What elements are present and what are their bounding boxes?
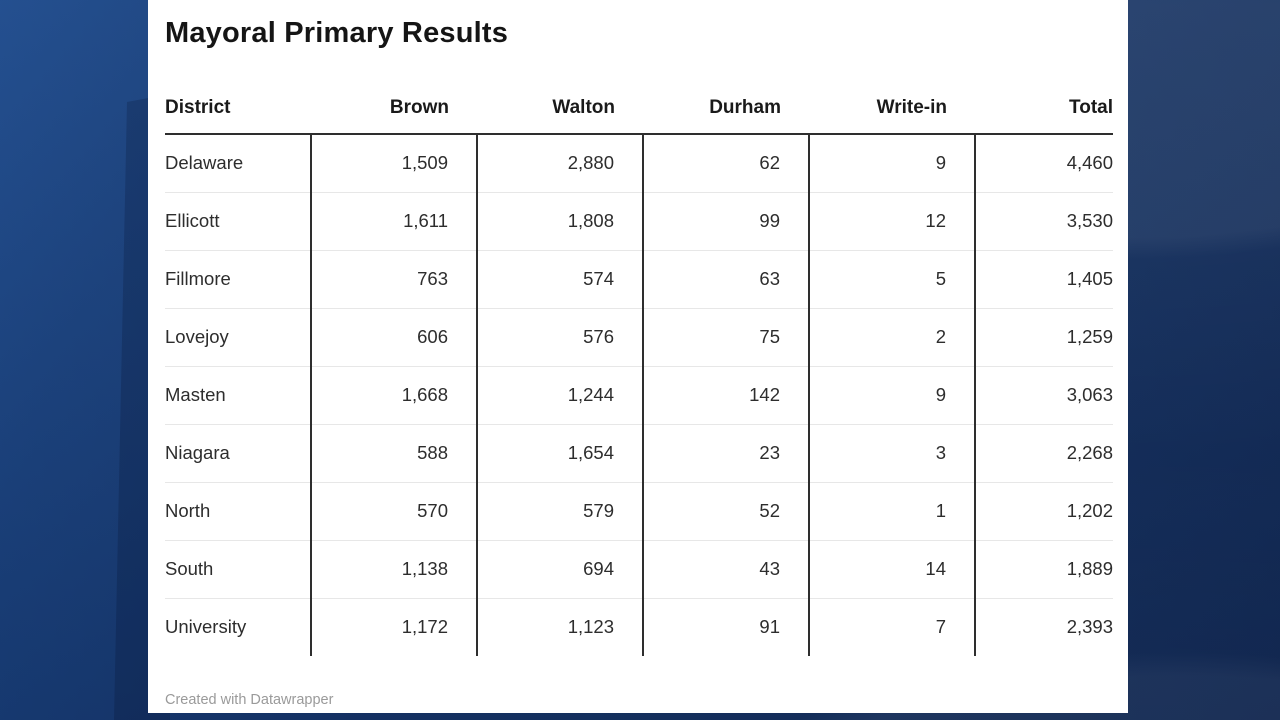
value-cell: 1,611 [310,191,477,251]
value-cell: 2 [808,307,975,367]
value-cell: 14 [808,539,975,599]
district-cell: Masten [165,365,311,425]
value-cell: 9 [808,133,975,193]
value-cell: 1,405 [974,249,1113,309]
value-cell: 142 [642,365,809,425]
attribution-text: Created with Datawrapper [165,691,334,708]
value-cell: 1,509 [310,133,477,193]
district-cell: Niagara [165,423,311,483]
value-cell: 75 [642,307,809,367]
value-cell: 574 [476,249,643,309]
value-cell: 1,123 [476,597,643,656]
value-cell: 570 [310,481,477,541]
value-cell: 99 [642,191,809,251]
value-cell: 63 [642,249,809,309]
table-row-lovejoy: Lovejoy 606 576 75 2 1,259 [165,307,1113,367]
district-cell: Fillmore [165,249,311,309]
value-cell: 23 [642,423,809,483]
column-header-walton: Walton [477,80,643,135]
table-row-south: South 1,138 694 43 14 1,889 [165,539,1113,599]
district-cell: South [165,539,311,599]
value-cell: 576 [476,307,643,367]
value-cell: 7 [808,597,975,656]
table-row-north: North 570 579 52 1 1,202 [165,481,1113,541]
value-cell: 2,880 [476,133,643,193]
value-cell: 3,530 [974,191,1113,251]
column-header-brown: Brown [311,80,477,135]
results-table: District Brown Walton Durham Write-in Total D… [165,80,1113,656]
value-cell: 5 [808,249,975,309]
value-cell: 1,668 [310,365,477,425]
column-header-district: District [165,80,311,135]
value-cell: 2,268 [974,423,1113,483]
value-cell: 3,063 [974,365,1113,425]
value-cell: 12 [808,191,975,251]
value-cell: 62 [642,133,809,193]
district-cell: Lovejoy [165,307,311,367]
table-row-delaware: Delaware 1,509 2,880 62 9 4,460 [165,133,1113,193]
table-row-niagara: Niagara 588 1,654 23 3 2,268 [165,423,1113,483]
value-cell: 4,460 [974,133,1113,193]
district-cell: Delaware [165,151,244,173]
column-header-durham: Durham [643,80,809,135]
district-cell: North [165,481,311,541]
value-cell: 588 [310,423,477,483]
value-cell: 43 [642,539,809,599]
table-body: Delaware 1,509 2,880 62 9 4,460 Ellicott 1,611 1… [165,133,1113,656]
value-cell: 9 [808,365,975,425]
district-cell: Ellicott [165,191,311,251]
value-cell: 91 [642,597,809,656]
table-row-university: University 1,172 1,123 91 7 2,393 [165,597,1113,656]
column-header-total: Total [975,80,1113,135]
value-cell: 1,654 [476,423,643,483]
table-row-masten: Masten 1,668 1,244 142 9 3,063 [165,365,1113,425]
value-cell: 3 [808,423,975,483]
value-cell: 1,259 [974,307,1113,367]
district-cell: University [165,597,311,656]
table-row-ellicott: Ellicott 1,611 1,808 99 12 3,530 [165,191,1113,251]
value-cell: 763 [310,249,477,309]
value-cell: 52 [642,481,809,541]
value-cell: 1,808 [476,191,643,251]
value-cell: 1,889 [974,539,1113,599]
value-cell: 579 [476,481,643,541]
value-cell: 1,172 [310,597,477,656]
value-cell: 694 [476,539,643,599]
value-cell: 1,244 [476,365,643,425]
table-row-fillmore: Fillmore 763 574 63 5 1,405 [165,249,1113,309]
value-cell: 2,393 [974,597,1113,656]
value-cell: 1,138 [310,539,477,599]
value-cell: 606 [310,307,477,367]
value-cell: 1 [808,481,975,541]
value-cell: 1,202 [974,481,1113,541]
datawrapper-table-card: Mayoral Primary Results District Brown Wal… [148,0,1128,713]
column-header-write-in: Write-in [809,80,975,135]
header-row: District Brown Walton Durham Write-in Total [165,80,1113,135]
chart-title: Mayoral Primary Results [165,17,509,49]
